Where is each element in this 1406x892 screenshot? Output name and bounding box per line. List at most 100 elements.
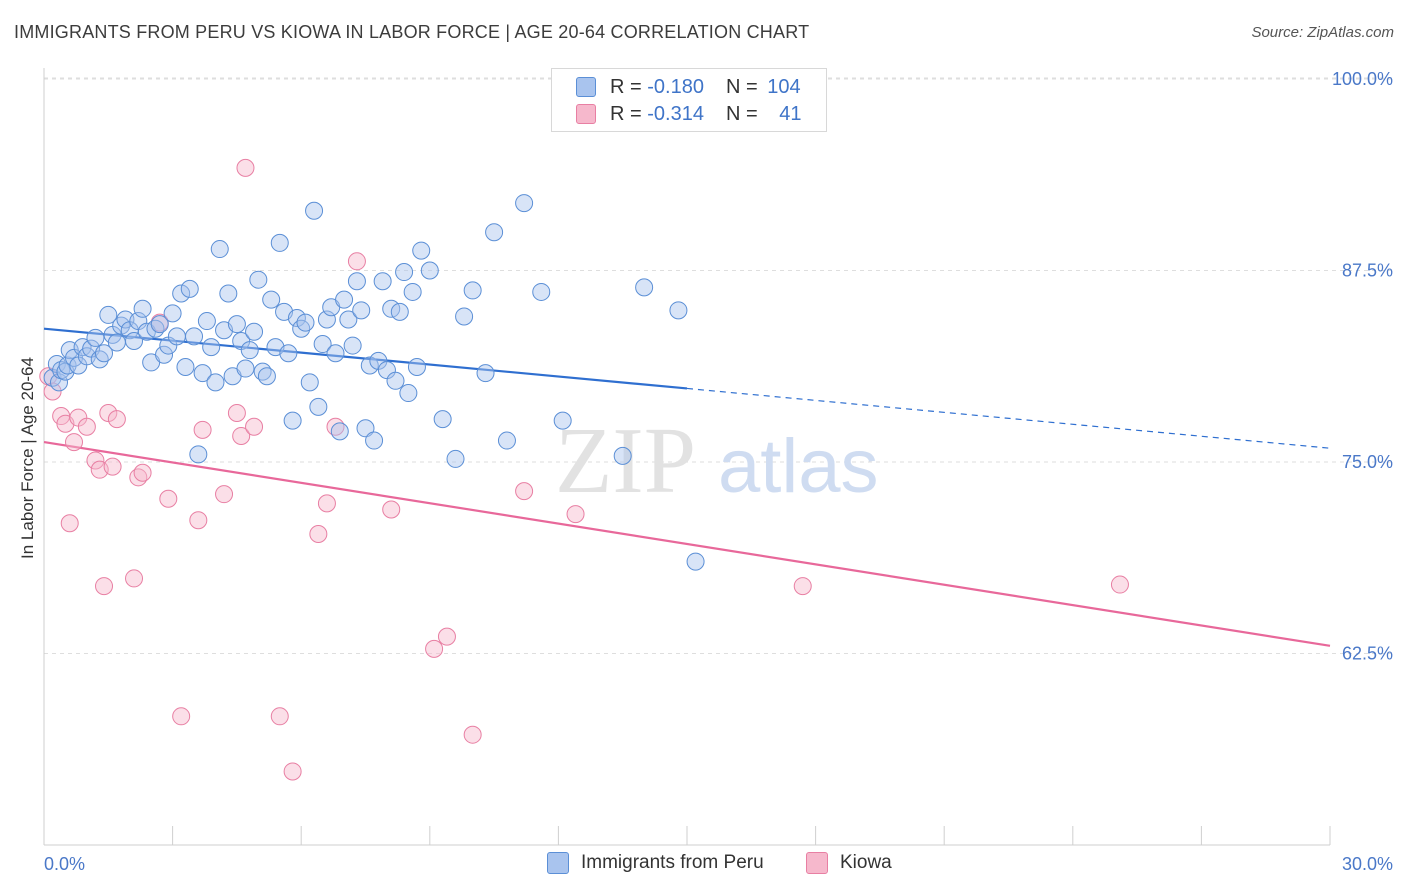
kiowa-point: [382, 500, 401, 519]
peru-point: [155, 345, 174, 364]
correlation-legend: R = -0.180 N = 104 R = -0.314 N = 41: [551, 68, 827, 132]
peru-point: [133, 299, 152, 318]
legend-item-kiowa: Kiowa: [806, 852, 892, 874]
peru-point: [202, 338, 221, 357]
peru-point: [330, 422, 349, 441]
peru-point: [210, 240, 229, 259]
peru-point: [262, 290, 281, 309]
kiowa-point: [347, 252, 366, 271]
peru-point: [553, 411, 572, 430]
kiowa-point: [133, 463, 152, 482]
series-legend: Immigrants from Peru Kiowa: [0, 850, 1406, 880]
peru-point: [335, 290, 354, 309]
peru-point: [669, 301, 688, 320]
peru-point: [313, 335, 332, 354]
source-label: Source: ZipAtlas.com: [1251, 24, 1394, 41]
peru-point: [395, 263, 414, 282]
peru-point: [476, 364, 495, 383]
kiowa-point: [270, 707, 289, 726]
y-tick-label: 87.5%: [1342, 261, 1393, 281]
peru-trend-extension: [686, 387, 1331, 449]
chart-title: IMMIGRANTS FROM PERU VS KIOWA IN LABOR F…: [14, 22, 810, 42]
peru-point: [227, 315, 246, 334]
peru-point: [163, 304, 182, 323]
y-tick-label: 75.0%: [1342, 452, 1393, 472]
peru-point: [305, 201, 324, 220]
kiowa-point: [317, 494, 336, 513]
kiowa-point: [86, 451, 105, 470]
kiowa-point: [193, 420, 212, 439]
legend-n-value-kiowa: 41: [779, 102, 802, 125]
peru-point: [245, 322, 264, 341]
y-tick-label: 62.5%: [1342, 644, 1393, 664]
y-axis-label: In Labor Force | Age 20-64: [18, 357, 37, 559]
kiowa-point: [172, 707, 191, 726]
peru-point: [219, 284, 238, 303]
legend-row-peru: R = -0.180 N = 104: [576, 74, 801, 100]
kiowa-point: [95, 577, 114, 596]
peru-point: [309, 397, 328, 416]
kiowa-point: [236, 158, 255, 177]
peru-point: [463, 281, 482, 300]
legend-swatch-peru: [576, 77, 596, 97]
legend-swatch-kiowa: [806, 852, 828, 874]
peru-point: [172, 284, 191, 303]
peru-point: [515, 194, 534, 213]
legend-n-label: N =: [725, 75, 764, 98]
peru-point: [352, 301, 371, 320]
peru-point: [180, 279, 199, 298]
kiowa-point: [437, 627, 456, 646]
peru-point: [433, 410, 452, 429]
peru-point: [206, 373, 225, 392]
peru-point: [532, 282, 551, 301]
peru-point: [399, 384, 418, 403]
peru-point: [58, 356, 77, 375]
peru-point: [686, 552, 705, 571]
peru-point: [497, 431, 516, 450]
peru-point: [287, 308, 306, 327]
peru-point: [390, 302, 409, 321]
peru-point: [283, 411, 302, 430]
peru-point: [412, 241, 431, 260]
kiowa-point: [232, 426, 251, 445]
peru-points: [43, 194, 705, 571]
peru-point: [236, 359, 255, 378]
watermark: ZIP atlas: [555, 409, 879, 513]
peru-point: [270, 233, 289, 252]
kiowa-point: [43, 382, 62, 401]
peru-point: [347, 272, 366, 291]
peru-point: [150, 315, 169, 334]
kiowa-point: [227, 403, 246, 422]
peru-point: [193, 364, 212, 383]
axes: [43, 68, 1331, 846]
kiowa-point: [189, 511, 208, 530]
peru-point: [240, 341, 259, 360]
legend-r-value-peru: -0.180: [647, 75, 704, 98]
legend-swatch-kiowa: [576, 104, 596, 124]
kiowa-point: [309, 525, 328, 544]
peru-point: [420, 261, 439, 280]
peru-point: [167, 327, 186, 346]
peru-point: [296, 313, 315, 332]
tick-labels: 100.0% 87.5% 75.0% 62.5% 0.0% 30.0%: [44, 69, 1393, 874]
kiowa-point: [103, 457, 122, 476]
peru-point: [99, 305, 118, 324]
legend-n-label: N =: [725, 102, 764, 125]
kiowa-point: [515, 482, 534, 501]
peru-point: [373, 272, 392, 291]
kiowa-point: [463, 725, 482, 744]
kiowa-point: [215, 485, 234, 504]
peru-point: [95, 344, 114, 363]
legend-label-kiowa: Kiowa: [840, 852, 892, 873]
peru-point: [185, 327, 204, 346]
x-tick-label: 0.0%: [44, 854, 85, 874]
kiowa-trend-line: [43, 440, 1331, 647]
kiowa-point: [1110, 575, 1129, 594]
peru-point: [613, 446, 632, 465]
watermark-atlas: atlas: [718, 424, 879, 509]
kiowa-point: [793, 577, 812, 596]
peru-point: [300, 373, 319, 392]
peru-point: [485, 223, 504, 242]
kiowa-point: [566, 505, 585, 524]
